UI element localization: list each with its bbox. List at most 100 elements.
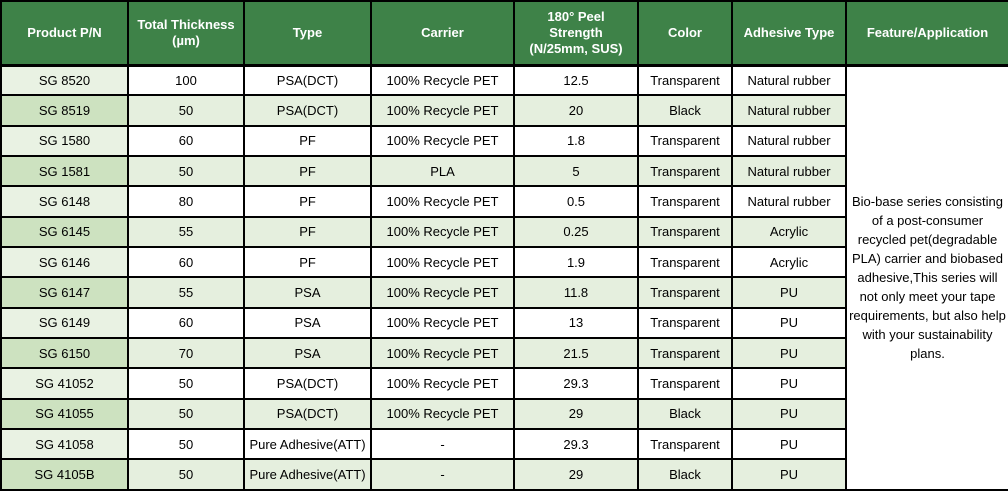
cell-type: PF (243, 246, 372, 279)
cell-adhesive: PU (731, 367, 847, 400)
cell-type: PSA (243, 306, 372, 340)
cell-type: PSA (243, 276, 372, 309)
cell-adhesive: PU (731, 458, 847, 491)
cell-carrier: 100% Recycle PET (370, 397, 515, 431)
cell-carrier: 100% Recycle PET (370, 337, 515, 370)
cell-adhesive: Acrylic (731, 215, 847, 249)
table-body: SG 8520 100 PSA(DCT) 100% Recycle PET 12.5 Tr… (0, 63, 1008, 491)
cell-pn: SG 6150 (0, 337, 129, 370)
table-row: SG 1580 60 PF 100% Recycle PET 1.8 Transparen… (0, 124, 1008, 158)
column-header-color: Color (637, 0, 733, 67)
cell-peel: 21.5 (513, 337, 639, 370)
cell-color: Transparent (637, 306, 733, 340)
column-header-adhesive-type: Adhesive Type (731, 0, 847, 67)
table-row: SG 6150 70 PSA 100% Recycle PET 21.5 Transpar… (0, 337, 1008, 370)
cell-type: PF (243, 215, 372, 249)
cell-type: PSA(DCT) (243, 94, 372, 127)
cell-pn: SG 6145 (0, 215, 129, 249)
table-row: SG 41058 50 Pure Adhesive(ATT) -29.3 Transpa… (0, 428, 1008, 461)
cell-adhesive: PU (731, 306, 847, 340)
cell-pn: SG 6148 (0, 185, 129, 218)
table-row: SG 1581 50 PF PLA 5 Transparent Natural rubber (0, 155, 1008, 188)
cell-adhesive: Natural rubber (731, 63, 847, 97)
cell-adhesive: Natural rubber (731, 155, 847, 188)
cell-adhesive: Natural rubber (731, 94, 847, 127)
cell-thickness: 50 (127, 397, 245, 431)
cell-thickness: 80 (127, 185, 245, 218)
column-header-carrier: Carrier (370, 0, 515, 67)
cell-color: Transparent (637, 215, 733, 249)
cell-peel: 0.25 (513, 215, 639, 249)
cell-thickness: 70 (127, 337, 245, 370)
cell-pn: SG 41052 (0, 367, 129, 400)
cell-pn: SG 8519 (0, 94, 129, 127)
cell-adhesive: Natural rubber (731, 185, 847, 218)
table-row: SG 6146 60 PF 100% Recycle PET 1.9 Transparen… (0, 246, 1008, 279)
cell-type: PF (243, 155, 372, 188)
cell-color: Transparent (637, 155, 733, 188)
cell-thickness: 50 (127, 428, 245, 461)
cell-pn: SG 6146 (0, 246, 129, 279)
header-row: Product P/N Total Thickness (µm) Type Carri… (0, 0, 1008, 67)
cell-peel: 12.5 (513, 63, 639, 97)
column-header-feature-application: Feature/Application (845, 0, 1008, 67)
cell-thickness: 60 (127, 124, 245, 158)
cell-adhesive: Natural rubber (731, 124, 847, 158)
cell-pn: SG 1581 (0, 155, 129, 188)
cell-color: Black (637, 94, 733, 127)
cell-thickness: 100 (127, 63, 245, 97)
cell-peel: 29 (513, 458, 639, 491)
cell-thickness: 50 (127, 458, 245, 491)
cell-pn: SG 1580 (0, 124, 129, 158)
cell-pn: SG 41055 (0, 397, 129, 431)
feature-application-cell: Bio-base series consisting of a post-con… (845, 64, 1008, 491)
cell-carrier: PLA (370, 155, 515, 188)
cell-color: Transparent (637, 185, 733, 218)
cell-adhesive: PU (731, 337, 847, 370)
cell-thickness: 60 (127, 306, 245, 340)
cell-peel: 13 (513, 306, 639, 340)
cell-peel: 5 (513, 155, 639, 188)
table-row: SG 8519 50 PSA(DCT) 100% Recycle PET 20 Black… (0, 94, 1008, 127)
cell-adhesive: Acrylic (731, 246, 847, 279)
cell-color: Transparent (637, 246, 733, 279)
cell-pn: SG 6147 (0, 276, 129, 309)
cell-peel: 29.3 (513, 367, 639, 400)
cell-peel: 11.8 (513, 276, 639, 309)
table-row: SG 6148 80 PF 100% Recycle PET 0.5 Transparen… (0, 185, 1008, 218)
cell-carrier: 100% Recycle PET (370, 215, 515, 249)
cell-carrier: - (370, 458, 515, 491)
table-row: SG 8520 100 PSA(DCT) 100% Recycle PET 12.5 Tr… (0, 63, 1008, 491)
cell-pn: SG 8520 (0, 63, 129, 97)
cell-carrier: - (370, 428, 515, 461)
cell-type: PF (243, 185, 372, 218)
cell-type: PSA(DCT) (243, 63, 372, 97)
cell-pn: SG 41058 (0, 428, 129, 461)
cell-type: PSA (243, 337, 372, 370)
cell-thickness: 50 (127, 367, 245, 400)
table-row: SG 41052 50 PSA(DCT) 100% Recycle PET 29.3 Tr… (0, 367, 1008, 400)
column-header-type: Type (243, 0, 372, 67)
cell-pn: SG 6149 (0, 306, 129, 340)
cell-color: Transparent (637, 337, 733, 370)
cell-carrier: 100% Recycle PET (370, 63, 515, 97)
cell-adhesive: PU (731, 397, 847, 431)
cell-carrier: 100% Recycle PET (370, 94, 515, 127)
cell-color: Black (637, 397, 733, 431)
table-row: SG 41055 50 PSA(DCT) 100% Recycle PET 29 Blac… (0, 397, 1008, 431)
cell-pn: SG 4105B (0, 458, 129, 491)
table-row: SG 6149 60 PSA 100% Recycle PET 13 Transparen… (0, 306, 1008, 340)
cell-carrier: 100% Recycle PET (370, 367, 515, 400)
cell-carrier: 100% Recycle PET (370, 185, 515, 218)
cell-type: PF (243, 124, 372, 158)
cell-peel: 1.8 (513, 124, 639, 158)
table-row: SG 6147 55 PSA 100% Recycle PET 11.8 Transpar… (0, 276, 1008, 309)
cell-carrier: 100% Recycle PET (370, 276, 515, 309)
cell-adhesive: PU (731, 276, 847, 309)
cell-thickness: 55 (127, 215, 245, 249)
cell-color: Transparent (637, 276, 733, 309)
cell-thickness: 55 (127, 276, 245, 309)
cell-peel: 0.5 (513, 185, 639, 218)
